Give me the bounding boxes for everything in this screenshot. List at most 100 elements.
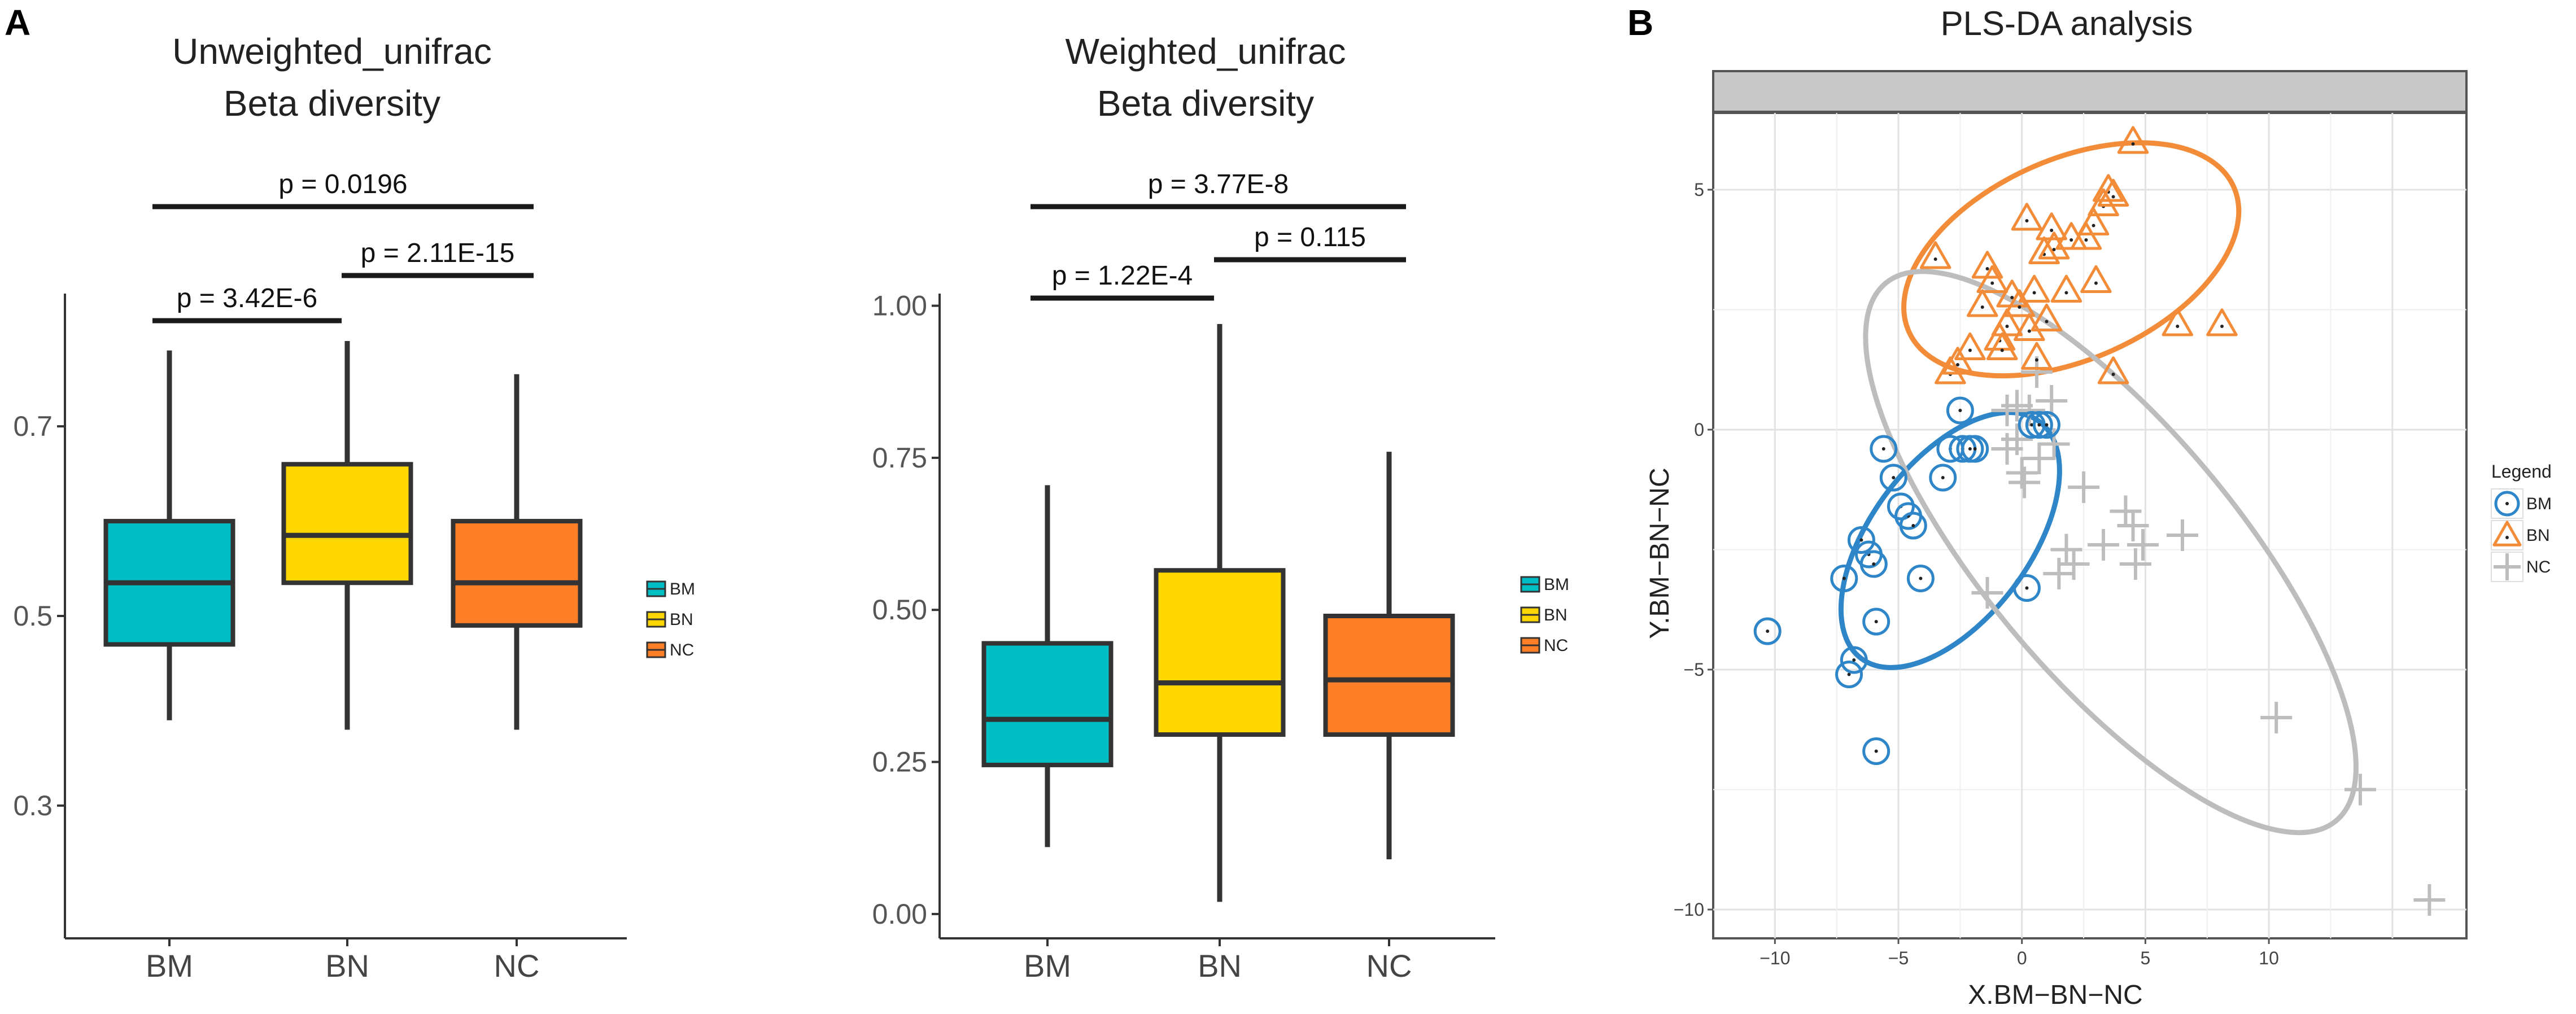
point-bm-dot bbox=[1766, 630, 1770, 633]
plsda-chart: PLS-DA analysis X.BM−BN−NC Y.BM−BN−NC Le… bbox=[1645, 5, 2552, 1010]
x-tick-label: BN bbox=[325, 948, 369, 984]
box-bm bbox=[981, 641, 1114, 767]
point-bn-dot bbox=[1980, 305, 1984, 309]
point-nc bbox=[2413, 884, 2446, 916]
point-bn-dot bbox=[2050, 229, 2054, 232]
point-bn bbox=[2162, 308, 2194, 336]
point-bm bbox=[1847, 526, 1875, 554]
point-nc bbox=[2260, 702, 2293, 733]
point-bn bbox=[2070, 222, 2102, 250]
point-bn-dot bbox=[2025, 219, 2029, 222]
point-bm bbox=[2032, 411, 2060, 439]
x-tick-label: 10 bbox=[2259, 948, 2279, 968]
p-value-label: p = 1.22E-4 bbox=[1052, 261, 1193, 291]
point-bn bbox=[2014, 313, 2045, 341]
point-bn-dot bbox=[2220, 325, 2224, 328]
x-tick-label: BM bbox=[146, 948, 193, 984]
point-bm bbox=[1830, 565, 1858, 592]
legend-label: BN bbox=[2526, 526, 2550, 545]
point-bm-dot bbox=[2030, 423, 2034, 427]
y-tick-label: 0.50 bbox=[872, 594, 927, 626]
point-bn-dot bbox=[2094, 281, 2098, 285]
point-bn-dot bbox=[2010, 296, 2014, 299]
p-value-label: p = 2.11E-15 bbox=[361, 238, 515, 268]
chart1-title-line1: Unweighted_unifrac bbox=[172, 31, 492, 72]
point-bm-dot bbox=[1852, 658, 1856, 662]
p-value-label: p = 0.115 bbox=[1254, 222, 1366, 252]
legend-label: NC bbox=[670, 641, 694, 659]
point-bn-dot bbox=[2052, 248, 2056, 251]
point-bn bbox=[2003, 289, 2036, 317]
box-nc bbox=[1323, 614, 1455, 737]
point-nc bbox=[2001, 423, 2033, 455]
point-nc bbox=[2001, 390, 2033, 422]
y-tick-label: 0.00 bbox=[872, 898, 927, 930]
point-bm-dot bbox=[1874, 749, 1878, 753]
p-value-label: p = 3.77E-8 bbox=[1148, 169, 1289, 199]
y-tick-label: 0 bbox=[1694, 419, 1704, 440]
p-value-label: p = 3.42E-6 bbox=[177, 283, 318, 313]
legend-label: NC bbox=[2526, 558, 2551, 576]
y-tick-label: −10 bbox=[1674, 899, 1704, 920]
point-bn-dot bbox=[2111, 195, 2115, 199]
box-bn bbox=[1154, 568, 1286, 737]
point-bn-dot bbox=[2018, 305, 2021, 309]
point-bn bbox=[1935, 356, 1966, 384]
point-nc bbox=[2110, 495, 2142, 527]
chart2-title-line1: Weighted_unifrac bbox=[1066, 31, 1346, 72]
point-bn bbox=[2028, 236, 2060, 264]
point-bm bbox=[1906, 565, 1935, 592]
point-nc bbox=[2013, 395, 2045, 426]
point-bn bbox=[2077, 207, 2110, 235]
point-bn bbox=[2117, 126, 2149, 154]
point-bm bbox=[1859, 550, 1888, 578]
point-bn-dot bbox=[2176, 325, 2180, 328]
point-nc bbox=[2344, 773, 2376, 806]
point-bm-dot bbox=[1847, 672, 1851, 676]
y-tick-label: 0.25 bbox=[872, 746, 927, 778]
box-nc bbox=[451, 519, 583, 628]
point-bm bbox=[1862, 607, 1890, 636]
legend-label: BN bbox=[670, 610, 693, 629]
point-bm bbox=[1862, 737, 1890, 765]
point-bn bbox=[1919, 241, 1951, 269]
point-bn-dot bbox=[2064, 291, 2068, 295]
point-bn bbox=[1966, 289, 1998, 317]
point-nc bbox=[2009, 466, 2041, 499]
point-bm bbox=[2012, 574, 2041, 602]
point-bn bbox=[2011, 203, 2043, 231]
point-bn-dot bbox=[2027, 329, 2031, 333]
point-bm-dot bbox=[1874, 620, 1878, 623]
point-nc bbox=[2088, 529, 2120, 561]
point-nc bbox=[2127, 529, 2159, 561]
point-nc bbox=[2167, 519, 2199, 551]
plsda-x-axis-label: X.BM−BN−NC bbox=[1968, 980, 2142, 1010]
point-bm bbox=[1840, 646, 1868, 674]
x-tick-label: BN bbox=[1198, 948, 1242, 984]
weighted-unifrac-chart: Weighted_unifrac Beta diversity 0.00 0.25… bbox=[872, 31, 1569, 984]
point-nc bbox=[2050, 534, 2082, 566]
point-bn-dot bbox=[2045, 320, 2049, 324]
point-bm bbox=[1887, 492, 1915, 521]
point-bn-dot bbox=[2032, 291, 2036, 295]
x-tick-label: −10 bbox=[1759, 948, 1790, 968]
x-tick-label: 0 bbox=[2017, 948, 2027, 968]
legend-label: BM bbox=[670, 580, 695, 598]
point-bm-dot bbox=[1973, 447, 1977, 451]
point-nc bbox=[2068, 471, 2100, 503]
plsda-title: PLS-DA analysis bbox=[1941, 5, 2193, 42]
point-bn bbox=[1984, 322, 2016, 351]
point-bn-dot bbox=[2111, 373, 2115, 376]
y-tick-label: −5 bbox=[1684, 659, 1704, 680]
point-bm-dot bbox=[1872, 562, 1876, 566]
point-nc bbox=[2023, 443, 2055, 474]
point-bm bbox=[1946, 396, 1974, 425]
point-bn-dot bbox=[1990, 281, 1994, 285]
legend-label: BN bbox=[1544, 606, 1568, 624]
point-bn-dot bbox=[1985, 267, 1989, 270]
chart1-title-line2: Beta diversity bbox=[224, 83, 440, 124]
point-bn bbox=[2206, 308, 2238, 336]
panel-label-a: A bbox=[5, 2, 30, 43]
point-bn-dot bbox=[1933, 257, 1937, 261]
